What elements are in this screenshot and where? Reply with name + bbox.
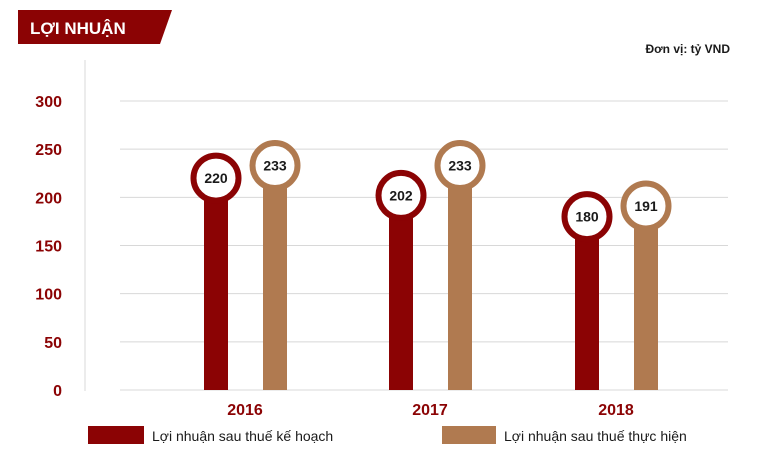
bar-group: 233 (249, 140, 301, 390)
legend: Lợi nhuận sau thuế kế hoạch Lợi nhuận sa… (88, 426, 687, 444)
chart-title: LỢI NHUẬN (30, 19, 126, 38)
title-banner (18, 10, 172, 44)
bar-group: 233 (434, 140, 486, 390)
bar-group: 191 (620, 180, 672, 390)
value-marker (434, 140, 486, 192)
value-marker (249, 140, 301, 192)
value-marker (620, 180, 672, 232)
bar-group: 202 (375, 169, 427, 390)
y-tick-label: 100 (35, 287, 62, 304)
bar-group: 180 (561, 191, 613, 390)
legend-swatch-plan (88, 426, 144, 444)
gridlines (120, 100, 728, 391)
unit-label: Đơn vị: tỷ VND (645, 42, 730, 56)
y-tick-label: 250 (35, 142, 62, 159)
bar (448, 165, 472, 390)
bar (634, 206, 658, 390)
bar (575, 216, 599, 390)
value-marker (375, 169, 427, 221)
value-marker (190, 152, 242, 204)
bar (263, 165, 287, 390)
data-label: 233 (263, 158, 287, 174)
x-tick-label: 2018 (598, 402, 634, 419)
data-label: 191 (634, 198, 658, 214)
y-tick-label: 200 (35, 190, 62, 207)
data-label: 180 (575, 209, 599, 225)
y-tick-label: 50 (44, 335, 62, 352)
x-tick-labels: 2016 2017 2018 (227, 402, 634, 419)
y-tick-label: 150 (35, 239, 62, 256)
legend-label-actual: Lợi nhuận sau thuế thực hiện (504, 428, 687, 444)
bar (204, 178, 228, 390)
value-marker (561, 191, 613, 243)
x-tick-label: 2017 (412, 402, 448, 419)
y-tick-label: 0 (53, 383, 62, 400)
data-label: 220 (204, 170, 228, 186)
bars: 220 233 202 233 180 191 (190, 140, 672, 390)
data-label: 233 (448, 158, 472, 174)
bar-group: 220 (190, 152, 242, 390)
y-tick-labels: 0 50 100 150 200 250 300 (35, 94, 62, 400)
x-tick-label: 2016 (227, 402, 263, 419)
legend-swatch-actual (442, 426, 496, 444)
y-tick-label: 300 (35, 94, 62, 111)
legend-label-plan: Lợi nhuận sau thuế kế hoạch (152, 428, 333, 444)
bar (389, 195, 413, 390)
data-label: 202 (389, 187, 413, 203)
